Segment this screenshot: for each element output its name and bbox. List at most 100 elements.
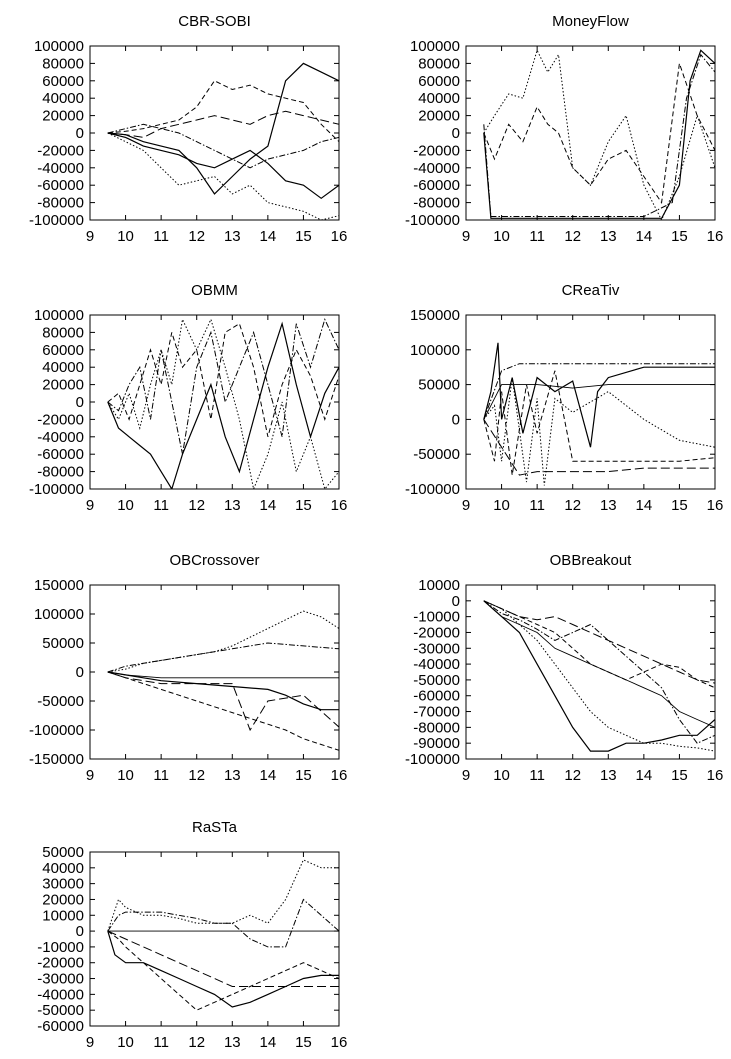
y-tick-label: -100000 (29, 722, 84, 739)
x-tick-label: 13 (224, 767, 241, 784)
y-tick-label: -40000 (37, 986, 84, 1003)
x-tick-label: 9 (86, 1034, 94, 1051)
y-tick-label: 50000 (42, 844, 84, 861)
x-tick-label: 15 (671, 767, 688, 784)
chart-title: MoneyFlow (552, 13, 629, 30)
x-tick-label: 11 (529, 767, 545, 784)
x-tick-label: 14 (636, 228, 653, 245)
y-tick-label: 20000 (42, 108, 84, 125)
x-tick-label: 14 (636, 497, 653, 514)
x-tick-label: 10 (493, 228, 510, 245)
y-tick-label: 0 (76, 394, 84, 411)
x-tick-label: 9 (86, 497, 94, 514)
series-line (107, 317, 339, 489)
y-tick-label: 80000 (42, 55, 84, 72)
y-tick-label: 20000 (42, 891, 84, 908)
x-tick-label: 9 (86, 228, 94, 245)
x-tick-label: 16 (331, 497, 348, 514)
x-tick-label: 12 (188, 228, 205, 245)
y-tick-label: 50000 (418, 377, 460, 394)
x-tick-label: 10 (117, 1034, 134, 1051)
y-tick-label: -80000 (37, 464, 84, 481)
x-tick-label: 10 (117, 767, 134, 784)
series-line (483, 600, 715, 684)
x-tick-label: 16 (331, 767, 348, 784)
y-tick-label: 0 (76, 923, 84, 940)
series-line (107, 123, 339, 169)
x-tick-label: 15 (295, 497, 312, 514)
y-tick-label: 0 (76, 125, 84, 142)
y-tick-label: -100000 (405, 212, 460, 229)
series-line (107, 671, 339, 732)
y-tick-label: -40000 (37, 429, 84, 446)
series-line (107, 110, 339, 138)
y-tick-label: 150000 (410, 307, 460, 324)
y-tick-label: -70000 (413, 704, 460, 721)
y-tick-label: -30000 (37, 971, 84, 988)
y-tick-label: -20000 (413, 624, 460, 641)
series-line (483, 49, 715, 219)
y-tick-label: -80000 (37, 195, 84, 212)
x-tick-label: 15 (671, 228, 688, 245)
series-line (107, 930, 339, 1011)
x-tick-label: 10 (493, 497, 510, 514)
chart-title: OBMM (191, 282, 238, 299)
y-tick-label: -20000 (413, 142, 460, 159)
x-tick-label: 14 (260, 497, 277, 514)
y-tick-label: -20000 (37, 411, 84, 428)
y-tick-label: 150000 (34, 577, 84, 594)
x-tick-label: 12 (188, 497, 205, 514)
y-tick-label: -40000 (413, 160, 460, 177)
plot-frame (89, 851, 340, 1027)
series-line (107, 671, 339, 751)
y-tick-label: -50000 (413, 672, 460, 689)
x-tick-label: 11 (153, 767, 169, 784)
y-tick-label: 100000 (410, 38, 460, 55)
x-tick-label: 11 (153, 228, 169, 245)
x-tick-label: 9 (86, 767, 94, 784)
y-tick-label: -90000 (413, 735, 460, 752)
chart-title: OBCrossover (169, 552, 259, 569)
x-tick-label: 14 (636, 767, 653, 784)
series-line (107, 132, 339, 200)
series-line (483, 600, 715, 744)
x-tick-label: 16 (331, 1034, 348, 1051)
series-line (107, 898, 339, 948)
series-line (483, 419, 715, 476)
y-tick-label: -150000 (29, 751, 84, 768)
plot-frame (89, 584, 340, 760)
y-tick-label: 40000 (42, 90, 84, 107)
y-tick-label: 50000 (42, 635, 84, 652)
series-line (107, 930, 339, 1008)
x-tick-label: 12 (188, 1034, 205, 1051)
y-tick-label: 20000 (42, 377, 84, 394)
x-tick-label: 15 (671, 497, 688, 514)
chart-title: RaSTa (192, 819, 238, 836)
plot-frame (465, 45, 716, 221)
series-line (107, 642, 339, 673)
chart-panel: RaSTa -60000-50000-40000-30000-20000-1000… (37, 819, 347, 1051)
y-tick-label: -60000 (37, 177, 84, 194)
y-tick-label: -100000 (405, 481, 460, 498)
series-line (107, 62, 339, 195)
x-tick-label: 12 (564, 497, 581, 514)
x-tick-label: 14 (260, 1034, 277, 1051)
series-line (483, 600, 715, 689)
chart-panel: CReaTiv -100000 -50000 0 50000 100000 150000 9 1… (405, 282, 723, 514)
series-line (107, 671, 339, 711)
series-line (107, 80, 339, 143)
x-tick-label: 15 (295, 228, 312, 245)
x-tick-label: 14 (260, 228, 277, 245)
series-line (107, 671, 339, 679)
x-tick-label: 13 (600, 767, 617, 784)
series-line (483, 600, 715, 752)
series-line (483, 600, 715, 728)
y-tick-label: 60000 (42, 73, 84, 90)
chart-panel: CBR-SOBI -100000-80000-60000-40000-200000… (29, 13, 347, 245)
y-tick-label: 10000 (418, 577, 460, 594)
y-tick-label: -60000 (37, 1018, 84, 1035)
y-tick-label: 100000 (410, 342, 460, 359)
y-tick-label: 0 (452, 125, 460, 142)
y-tick-label: 40000 (418, 90, 460, 107)
